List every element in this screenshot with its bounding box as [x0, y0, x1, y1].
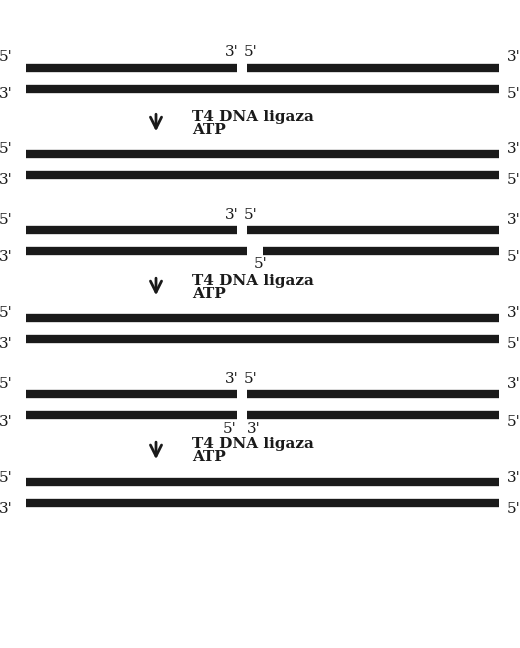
- Text: 3': 3': [225, 45, 238, 59]
- Text: T4 DNA ligaza: T4 DNA ligaza: [192, 110, 314, 124]
- Text: 3': 3': [0, 250, 13, 264]
- Text: 3': 3': [507, 306, 520, 320]
- Text: 3': 3': [247, 422, 261, 436]
- Text: 3': 3': [507, 142, 520, 156]
- Text: 3': 3': [225, 372, 238, 386]
- Text: 3': 3': [0, 87, 13, 101]
- Text: T4 DNA ligaza: T4 DNA ligaza: [192, 437, 314, 451]
- Text: ATP: ATP: [192, 286, 226, 301]
- Text: 5': 5': [254, 257, 267, 272]
- Text: 5': 5': [507, 173, 520, 187]
- Text: 5': 5': [0, 470, 13, 485]
- Text: 3': 3': [507, 376, 520, 391]
- Text: 3': 3': [0, 415, 13, 429]
- Text: 5': 5': [0, 142, 13, 156]
- Text: 5': 5': [507, 87, 520, 101]
- Text: 5': 5': [0, 50, 13, 64]
- Text: 3': 3': [0, 337, 13, 351]
- Text: T4 DNA ligaza: T4 DNA ligaza: [192, 273, 314, 288]
- Text: 5': 5': [243, 372, 257, 386]
- Text: 5': 5': [507, 250, 520, 264]
- Text: 5': 5': [0, 376, 13, 391]
- Text: 5': 5': [0, 213, 13, 227]
- Text: 5': 5': [243, 45, 257, 59]
- Text: 3': 3': [0, 502, 13, 516]
- Text: 5': 5': [243, 208, 257, 222]
- Text: 5': 5': [507, 415, 520, 429]
- Text: 3': 3': [507, 470, 520, 485]
- Text: 5': 5': [507, 337, 520, 351]
- Text: ATP: ATP: [192, 122, 226, 137]
- Text: ATP: ATP: [192, 450, 226, 464]
- Text: 3': 3': [507, 213, 520, 227]
- Text: 5': 5': [223, 422, 237, 436]
- Text: 3': 3': [225, 208, 238, 222]
- Text: 5': 5': [507, 502, 520, 516]
- Text: 5': 5': [0, 306, 13, 320]
- Text: 3': 3': [507, 50, 520, 64]
- Text: 3': 3': [0, 173, 13, 187]
